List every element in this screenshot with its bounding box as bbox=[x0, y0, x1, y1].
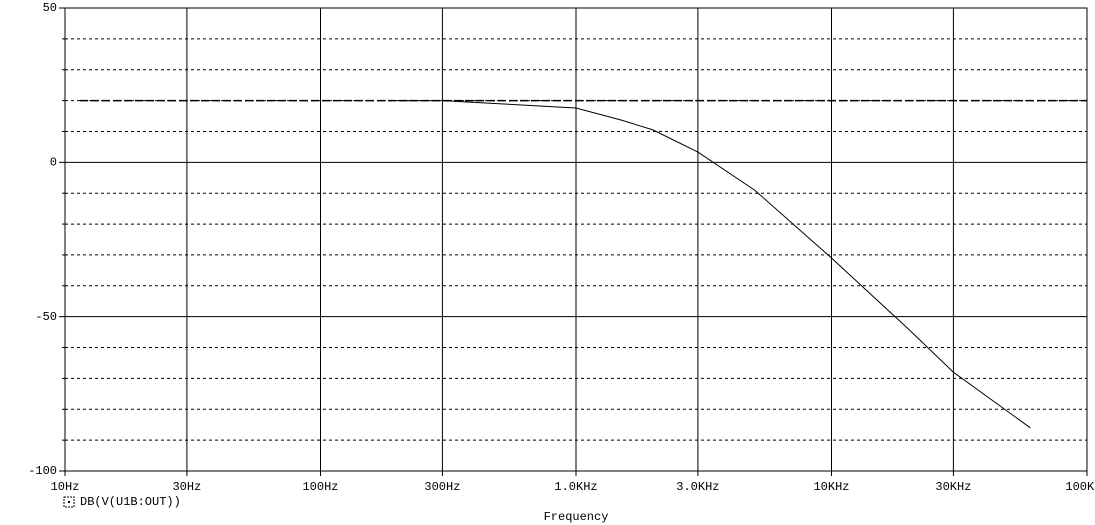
x-tick-label: 10Hz bbox=[51, 480, 80, 494]
x-tick-label: 3.0KHz bbox=[676, 480, 719, 494]
x-tick-label: 100KHz bbox=[1065, 480, 1095, 494]
y-tick-label: 50 bbox=[43, 1, 57, 15]
legend-label: DB(V(U1B:OUT)) bbox=[80, 495, 181, 509]
x-tick-label: 100Hz bbox=[302, 480, 338, 494]
y-tick-label: -50 bbox=[35, 310, 57, 324]
x-tick-label: 30KHz bbox=[935, 480, 971, 494]
series-line bbox=[397, 100, 1031, 429]
x-tick-label: 10KHz bbox=[813, 480, 849, 494]
x-tick-label: 1.0KHz bbox=[554, 480, 597, 494]
x-tick-label: 30Hz bbox=[172, 480, 201, 494]
x-tick-label: 300Hz bbox=[424, 480, 460, 494]
y-tick-label: 0 bbox=[50, 156, 57, 170]
plot-frame bbox=[64, 7, 1088, 472]
y-tick-label: -100 bbox=[28, 464, 57, 478]
legend-marker bbox=[63, 496, 75, 508]
legend-marker-dot bbox=[68, 501, 70, 503]
x-axis-label: Frequency bbox=[544, 510, 609, 524]
